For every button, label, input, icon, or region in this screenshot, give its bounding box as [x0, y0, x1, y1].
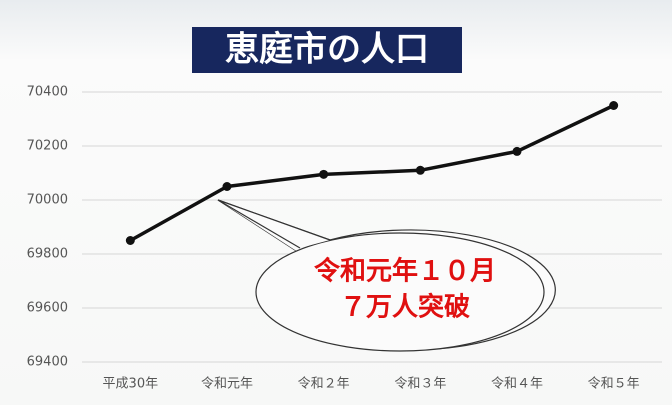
- callout-tail: [218, 200, 330, 248]
- y-tick-label: 70400: [27, 85, 68, 100]
- y-tick-label: 69400: [27, 355, 68, 370]
- callout-tail-edge: [217, 199, 331, 249]
- y-tick-label: 69600: [27, 301, 68, 316]
- x-tick-label: 令和元年: [201, 377, 253, 392]
- line: [129, 103, 615, 243]
- annotation: ７万人突破: [340, 292, 470, 323]
- point: [512, 146, 522, 156]
- y-tick-label: 70200: [27, 139, 68, 154]
- y-tick-label: 70000: [27, 193, 68, 208]
- point: [609, 101, 619, 110]
- point: [125, 236, 135, 245]
- point: [415, 165, 425, 175]
- point: [222, 182, 232, 191]
- title-box: [192, 27, 462, 73]
- point: [319, 169, 329, 179]
- x-tick-label: 令和４年: [491, 377, 543, 392]
- x-tick-label: 令和５年: [588, 377, 640, 392]
- annotation: 令和元年１０月: [314, 256, 496, 287]
- y-tick-label: 69800: [27, 247, 68, 262]
- x-tick-label: 平成30年: [103, 377, 159, 392]
- x-tick-label: 令和３年: [394, 377, 446, 392]
- chart-title: 恵庭市の人口: [225, 30, 429, 70]
- callout-bubble: [255, 232, 545, 352]
- x-tick-label: 令和２年: [298, 377, 350, 392]
